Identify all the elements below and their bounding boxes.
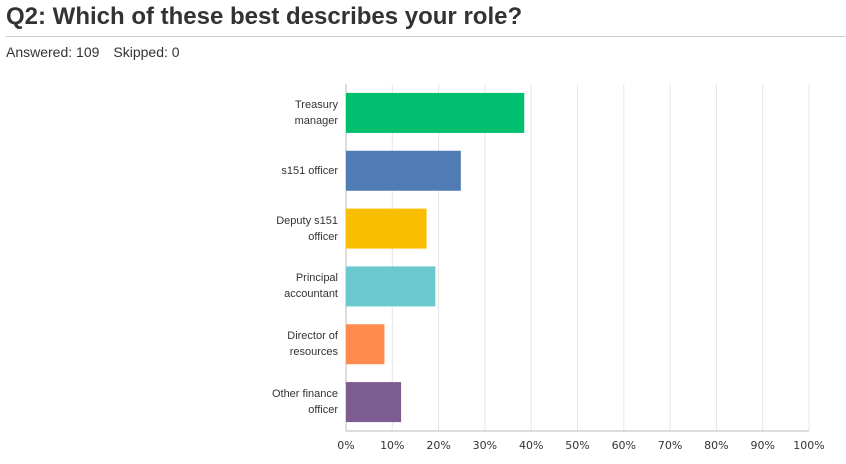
category-label: Other finance officer [271, 388, 338, 417]
x-tick-label: 0% [337, 439, 354, 452]
bar [346, 324, 385, 365]
category-label: Deputy s151 officer [276, 214, 338, 243]
x-tick-label: 20% [426, 439, 450, 452]
bar [346, 208, 427, 249]
answered: Answered: 109 [6, 44, 100, 60]
x-tick-label: 10% [380, 439, 404, 452]
skipped: Skipped: 0 [113, 44, 180, 60]
response-stats: Answered: 109 Skipped: 0 [6, 44, 194, 60]
x-tick-label: 80% [704, 439, 728, 452]
category-label: Director of resources [287, 330, 338, 359]
bar [346, 92, 525, 133]
bar [346, 382, 402, 423]
bar [346, 266, 436, 307]
x-tick-label: 50% [565, 439, 589, 452]
category-label: Principal accountant [284, 272, 338, 301]
x-tick-label: 100% [793, 439, 824, 452]
divider [6, 36, 846, 37]
question-title: Q2: Which of these best describes your r… [6, 3, 523, 30]
x-tick-label: 70% [658, 439, 682, 452]
bar [346, 150, 461, 191]
x-tick-label: 90% [750, 439, 774, 452]
category-label: Treasury manager [294, 98, 338, 127]
x-tick-label: 40% [519, 439, 543, 452]
category-label: s151 officer [281, 164, 338, 177]
x-tick-label: 60% [612, 439, 636, 452]
x-tick-label: 30% [473, 439, 497, 452]
